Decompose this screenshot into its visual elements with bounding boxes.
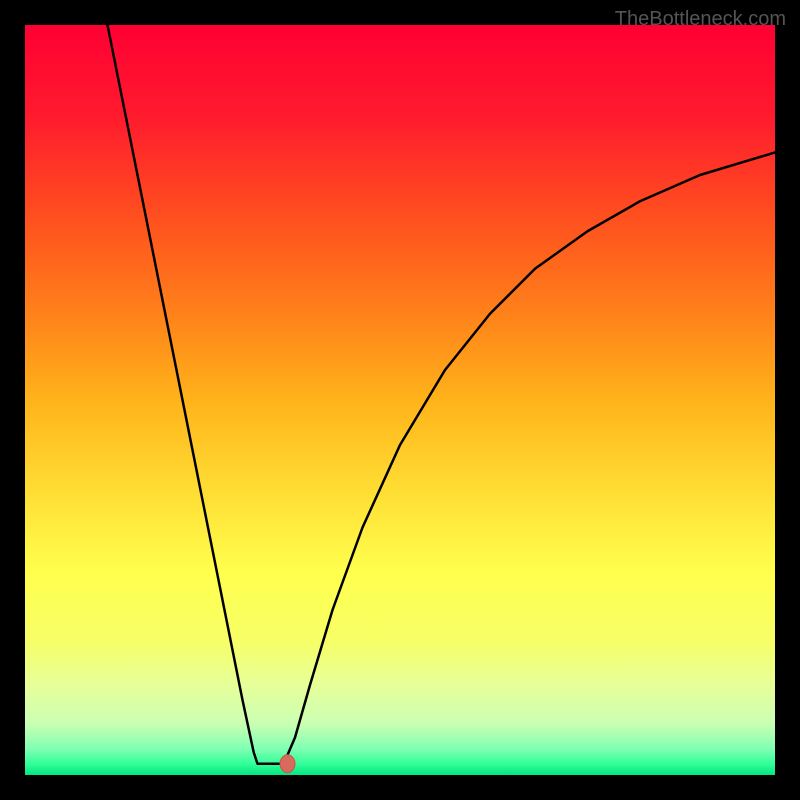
plot-area [25,25,775,775]
watermark-text: TheBottleneck.com [615,8,786,31]
marker-dot [280,755,295,773]
bottleneck-curve [108,25,776,764]
curve-layer [25,25,775,775]
